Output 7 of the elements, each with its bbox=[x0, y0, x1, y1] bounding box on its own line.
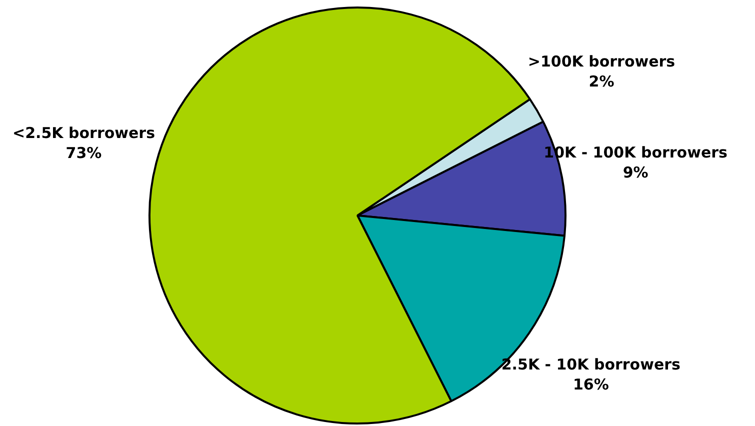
slice-label: 2.5K - 10K borrowers bbox=[501, 355, 681, 374]
data-label: 73% bbox=[66, 144, 102, 162]
slice-label: <2.5K borrowers bbox=[12, 124, 156, 142]
slice-label: >100K borrowers bbox=[528, 52, 676, 70]
data-label: 2% bbox=[588, 72, 614, 90]
data-label: 9% bbox=[622, 163, 648, 182]
data-label: 16% bbox=[572, 375, 609, 394]
